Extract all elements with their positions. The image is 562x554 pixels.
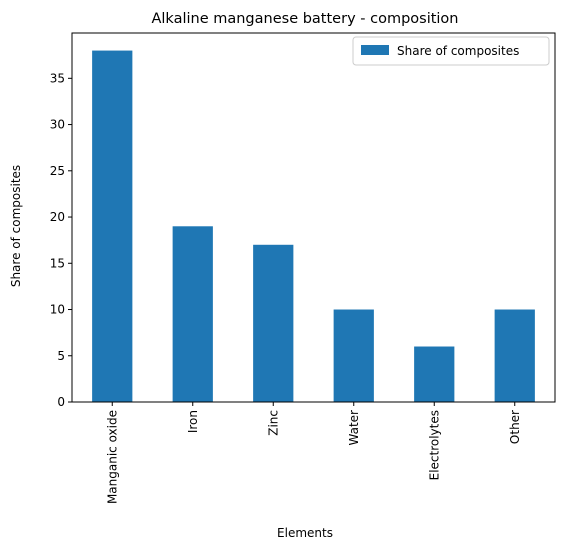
x-tick-label: Manganic oxide — [105, 410, 119, 504]
y-tick-label: 25 — [50, 164, 65, 178]
y-tick-label: 5 — [57, 349, 65, 363]
bar-manganic-oxide — [92, 50, 133, 402]
chart-title: Alkaline manganese battery - composition — [151, 11, 458, 27]
x-axis-label: Elements — [277, 526, 333, 540]
y-tick-label: 20 — [50, 210, 65, 224]
x-tick-label: Water — [347, 410, 361, 446]
x-tick-label: Other — [508, 410, 522, 444]
bar-electrolytes — [414, 346, 455, 402]
legend-label: Share of composites — [397, 44, 519, 58]
y-tick-label: 0 — [57, 395, 65, 409]
bars — [92, 50, 535, 402]
x-tick-label: Zinc — [266, 410, 280, 436]
y-tick-label: 10 — [50, 303, 65, 317]
bar-water — [333, 309, 374, 402]
legend-swatch — [361, 45, 389, 55]
legend: Share of composites — [352, 36, 550, 66]
y-tick-label: 35 — [50, 71, 65, 85]
y-axis-label: Share of composites — [9, 165, 23, 287]
bar-zinc — [253, 244, 294, 402]
y-axis-ticks: 0 5 10 15 20 25 30 35 — [50, 71, 72, 409]
legend-box — [352, 36, 550, 66]
bar-other — [494, 309, 535, 402]
x-axis-ticks: Manganic oxide Iron Zinc Water Electrolytes O… — [105, 402, 522, 504]
x-tick-label: Electrolytes — [427, 410, 441, 480]
y-tick-label: 15 — [50, 256, 65, 270]
y-tick-label: 30 — [50, 118, 65, 132]
bar-iron — [172, 226, 213, 402]
plot-frame — [71, 32, 556, 403]
x-tick-label: Iron — [186, 410, 200, 433]
